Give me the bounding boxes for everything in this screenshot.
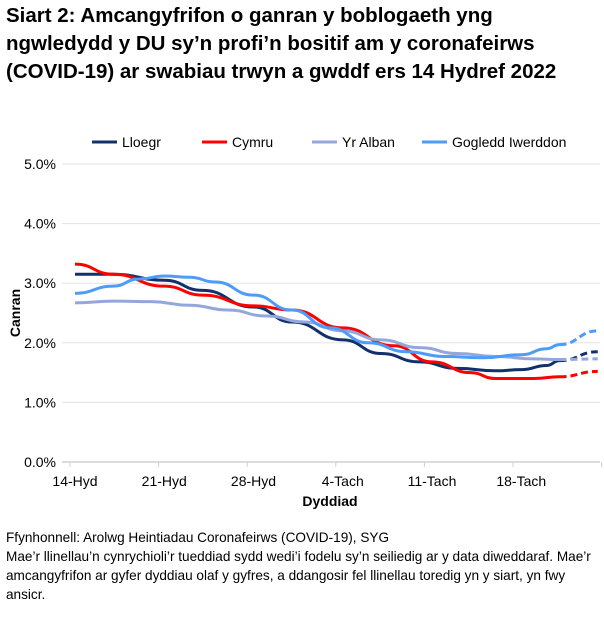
series-projection-gogledd-iwerddon [559, 329, 598, 347]
y-tick-label: 2.0% [24, 335, 56, 351]
series-line-gogledd-iwerddon [74, 274, 560, 360]
y-tick-label: 3.0% [24, 275, 56, 291]
x-tick-label: 11-Tach [408, 473, 457, 489]
x-tick-label: 14-Hyd [52, 473, 97, 489]
series-projection-cymru [559, 369, 598, 379]
series-projection-yr-alban [559, 357, 598, 361]
legend-label: Lloegr [122, 134, 161, 150]
x-tick-label: 18-Tach [496, 473, 546, 489]
notes: Ffynhonnell: Arolwg Heintiadau Coronafei… [6, 528, 602, 604]
y-tick-label: 0.0% [24, 454, 56, 470]
x-axis-title: Dyddiad [302, 493, 357, 509]
legend-label: Cymru [232, 134, 273, 150]
line-chart: 0.0% 1.0% 2.0% 3.0% 4.0% 5.0% 14-Hyd 21-Hyd 28-H… [7, 134, 603, 509]
source-note: Ffynhonnell: Arolwg Heintiadau Coronafei… [6, 530, 390, 545]
y-tick-label: 5.0% [24, 156, 56, 172]
y-axis-title: Canran [7, 289, 23, 337]
chart-title: Siart 2: Amcangyfrifon o ganran y boblog… [6, 4, 557, 83]
series-line-cymru [74, 262, 560, 381]
y-tick-label: 4.0% [24, 216, 56, 232]
series-line-lloegr [75, 272, 560, 373]
x-tick-label: 28-Hyd [231, 473, 276, 489]
x-tick-label: 4-Tach [322, 473, 364, 489]
legend-label: Yr Alban [342, 134, 395, 150]
footnote: Mae’r llinellau’n cynrychioli’r tueddiad… [6, 549, 591, 602]
legend-label: Gogledd Iwerddon [452, 134, 566, 150]
x-tick-label: 21-Hyd [142, 473, 187, 489]
y-tick-label: 1.0% [24, 394, 56, 410]
